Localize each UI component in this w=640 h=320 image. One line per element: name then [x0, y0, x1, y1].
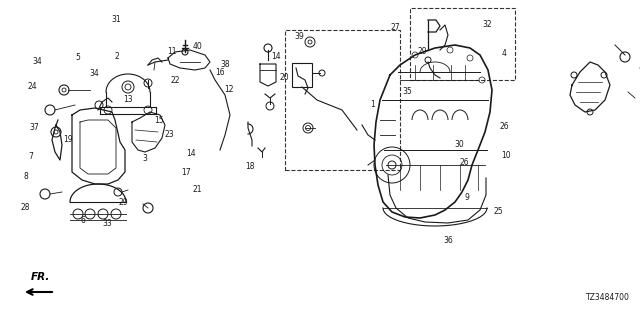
Text: 34: 34: [90, 69, 100, 78]
Text: 31: 31: [111, 15, 122, 24]
Text: 4: 4: [502, 49, 507, 58]
Text: 23: 23: [164, 130, 175, 139]
Text: 14: 14: [186, 149, 196, 158]
Text: 26: 26: [460, 158, 470, 167]
Text: 1: 1: [370, 100, 375, 109]
Text: 27: 27: [390, 23, 401, 32]
Text: TZ3484700: TZ3484700: [586, 293, 630, 302]
Text: 10: 10: [500, 151, 511, 160]
Bar: [292, 63, 312, 87]
Bar: [285, 30, 400, 170]
Text: 16: 16: [215, 68, 225, 76]
Text: 17: 17: [180, 168, 191, 177]
Text: 18: 18: [245, 162, 254, 171]
Text: 30: 30: [454, 140, 465, 149]
Text: 29: 29: [417, 47, 428, 56]
Text: 35: 35: [402, 87, 412, 96]
Text: 7: 7: [28, 152, 33, 161]
Text: 40: 40: [192, 42, 202, 51]
Text: 14: 14: [271, 52, 282, 60]
Text: 26: 26: [499, 122, 509, 131]
Bar: [410, 8, 515, 80]
Text: 15: 15: [154, 116, 164, 124]
Text: 39: 39: [294, 32, 305, 41]
Text: 12: 12: [225, 85, 234, 94]
Text: 9: 9: [465, 193, 470, 202]
Text: 11: 11: [167, 47, 176, 56]
Text: 22: 22: [171, 76, 180, 85]
Text: 8: 8: [23, 172, 28, 181]
Text: 29: 29: [118, 198, 128, 207]
Text: 33: 33: [102, 219, 113, 228]
Text: 34: 34: [32, 57, 42, 66]
Text: 25: 25: [493, 207, 503, 216]
Text: 6: 6: [81, 216, 86, 225]
Text: 5: 5: [76, 53, 81, 62]
Text: FR.: FR.: [30, 272, 50, 282]
Text: 20: 20: [279, 73, 289, 82]
Text: 36: 36: [443, 236, 453, 245]
Text: 32: 32: [483, 20, 493, 28]
Text: 13: 13: [123, 95, 133, 104]
Text: 37: 37: [29, 123, 40, 132]
Text: 3: 3: [142, 154, 147, 163]
Text: 2: 2: [115, 52, 120, 61]
Text: 19: 19: [63, 135, 73, 144]
Text: 28: 28: [21, 203, 30, 212]
Text: 21: 21: [193, 185, 202, 194]
Text: 38: 38: [220, 60, 230, 68]
Text: 24: 24: [27, 82, 37, 91]
